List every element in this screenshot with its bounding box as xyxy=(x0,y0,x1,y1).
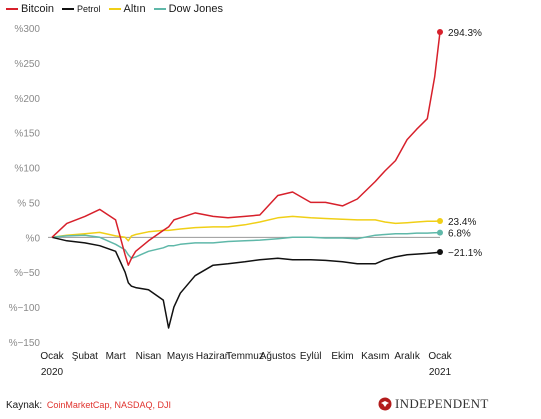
legend-item-petrol: Petrol xyxy=(62,4,101,14)
x-tick-label: Kasım xyxy=(361,351,389,362)
x-tick-label: Ekim xyxy=(331,351,353,362)
legend-swatch-bitcoin xyxy=(6,8,18,10)
y-tick-label: %300 xyxy=(14,24,40,35)
source-note: Kaynak: CoinMarketCap, NASDAQ, DJI xyxy=(6,400,171,411)
x-tick-label: Eylül xyxy=(300,351,322,362)
x-tick-label: Şubat xyxy=(72,351,98,362)
year-label-end: 2021 xyxy=(429,367,452,378)
year-label-start: 2020 xyxy=(41,367,64,378)
legend-swatch-dow-jones xyxy=(153,8,166,10)
legend-label-dow-jones: Dow Jones xyxy=(168,3,223,15)
series-end-label-bitcoin: 294.3% xyxy=(448,28,482,39)
series-end-marker-bitcoin xyxy=(437,28,443,35)
y-tick-label: % 50 xyxy=(17,198,40,209)
series-end-marker-altin xyxy=(437,218,443,225)
x-tick-label: Mayıs xyxy=(167,351,194,362)
series-end-label-petrol: −21.1% xyxy=(448,248,482,259)
source-text: CoinMarketCap, NASDAQ, DJI xyxy=(46,400,171,410)
legend-swatch-petrol xyxy=(62,8,75,10)
series-end-label-dow-jones: 6.8% xyxy=(448,229,471,240)
legend-swatch-altin xyxy=(108,8,121,10)
series-end-marker-petrol xyxy=(437,249,443,256)
x-tick-label: Haziran xyxy=(196,351,230,362)
legend-label-petrol: Petrol xyxy=(77,4,101,14)
x-tick-label: Ocak xyxy=(428,351,452,362)
series-end-marker-dow-jones xyxy=(437,229,443,236)
brand-name: INDEPENDENT xyxy=(395,396,489,411)
series-lines xyxy=(51,28,443,329)
y-tick-label: %200 xyxy=(14,94,40,105)
y-tick-label: %100 xyxy=(14,164,40,175)
x-tick-label: Nisan xyxy=(136,351,162,362)
x-tick-label: Ağustos xyxy=(260,351,296,362)
y-tick-label: %150 xyxy=(14,129,40,140)
y-axis: %300 %250 %200 %150 %100 % 50 %0 %−50 %−100 %−150 xyxy=(9,24,41,349)
series-end-label-altin: 23.4% xyxy=(448,217,476,228)
x-tick-label: Aralık xyxy=(394,351,421,362)
y-tick-label: %−50 xyxy=(14,268,40,279)
legend-item-bitcoin: Bitcoin xyxy=(6,3,54,15)
source-label: Kaynak: xyxy=(6,400,43,411)
brand-logo: INDEPENDENT xyxy=(378,396,489,412)
y-tick-label: %250 xyxy=(14,59,40,70)
eagle-logo-icon xyxy=(378,397,392,411)
end-value-labels: 23.4%6.8% −21.1% 294.3% xyxy=(448,28,482,259)
x-tick-label: Temmuz xyxy=(226,351,264,362)
x-tick-label: Mart xyxy=(106,351,126,362)
y-tick-label: %0 xyxy=(26,233,41,244)
legend-item-dow-jones: Dow Jones xyxy=(153,3,223,15)
y-tick-label: %−150 xyxy=(9,338,41,349)
legend-item-altin: Altın xyxy=(108,3,146,15)
chart-legend: Bitcoin Petrol Altın Dow Jones xyxy=(6,3,231,15)
x-tick-label: Ocak xyxy=(40,351,64,362)
series-line-dow-jones xyxy=(51,231,441,260)
series-line-petrol xyxy=(51,236,441,329)
y-tick-label: %−100 xyxy=(9,303,41,314)
legend-label-altin: Altın xyxy=(123,3,146,15)
legend-label-bitcoin: Bitcoin xyxy=(21,3,55,15)
series-line-bitcoin xyxy=(51,31,441,266)
x-axis: Ocak Şubat Mart Nisan Mayıs HaziranTemmuzAğus… xyxy=(40,351,452,378)
series-line-altin xyxy=(51,215,441,242)
